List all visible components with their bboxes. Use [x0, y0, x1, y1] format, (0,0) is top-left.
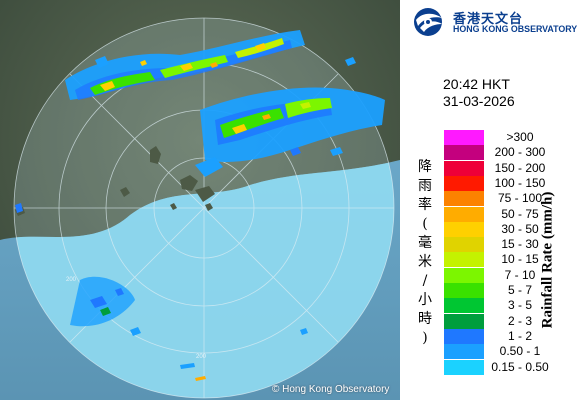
legend-swatch	[444, 160, 484, 176]
legend-label: 75 - 100	[497, 191, 543, 206]
radar-time: 20:42 HKT	[443, 76, 510, 92]
legend-swatch	[444, 344, 484, 360]
radar-map: 200 200	[0, 0, 400, 400]
legend-label: 0.50 - 1	[499, 344, 541, 359]
legend-label: 200 - 300	[494, 145, 546, 160]
legend-label: 3 - 5	[507, 298, 532, 313]
legend-row: 100 - 150	[444, 175, 574, 192]
legend-label: 50 - 75	[501, 206, 539, 221]
range-label: 200	[66, 277, 77, 283]
legend-swatch	[444, 252, 484, 268]
radar-date: 31-03-2026	[443, 93, 515, 109]
legend-swatch	[444, 298, 484, 314]
legend-label: 0.15 - 0.50	[491, 359, 549, 374]
legend-swatch	[444, 175, 484, 191]
legend-swatch	[444, 206, 484, 222]
org-name-cn: 香港天文台	[453, 12, 524, 27]
legend-swatch	[444, 221, 484, 237]
legend-label: 150 - 200	[494, 160, 546, 175]
legend-swatch	[444, 359, 484, 375]
legend-title-cn-char: 時	[418, 311, 432, 327]
legend-row: >300	[444, 130, 574, 146]
rain-echoes	[15, 30, 385, 381]
legend-swatch	[444, 130, 484, 145]
legend-row: 3 - 5	[444, 298, 574, 314]
legend-row: 0.15 - 0.50	[444, 359, 574, 376]
legend-title-cn: 降雨率(毫米/小時)降雨率(毫米/小時)	[415, 158, 435, 348]
hko-logo-icon	[414, 8, 442, 36]
legend-row: 15 - 30	[444, 237, 574, 253]
islands	[15, 146, 215, 216]
legend-label: 100 - 150	[494, 175, 546, 190]
legend-row: 0.50 - 1	[444, 344, 574, 360]
legend-panel	[400, 0, 577, 400]
legend-swatch	[444, 313, 484, 329]
legend-row: 7 - 10	[444, 267, 574, 284]
legend-title-cn-char: /	[422, 273, 428, 289]
legend-row: 75 - 100	[444, 191, 574, 207]
legend-title-cn-char: 率	[418, 197, 432, 213]
legend-title-cn-char: )	[422, 330, 428, 346]
legend-label: 1 - 2	[507, 328, 532, 343]
legend-label: 7 - 10	[504, 267, 536, 282]
range-rings	[13, 17, 395, 399]
legend-row: 50 - 75	[444, 206, 574, 223]
legend-row: 150 - 200	[444, 160, 574, 177]
org-name-en: HONG KONG OBSERVATORY	[453, 24, 577, 35]
legend-label: 30 - 50	[501, 221, 539, 236]
legend-row: 2 - 3	[444, 313, 574, 330]
legend-title-cn-char: 小	[418, 292, 432, 308]
legend-label: 10 - 15	[501, 252, 539, 267]
legend-label: 5 - 7	[507, 283, 532, 297]
legend-row: 30 - 50	[444, 221, 574, 238]
legend-label: 15 - 30	[501, 237, 539, 252]
legend-row: 10 - 15	[444, 252, 574, 268]
legend-swatch	[444, 191, 484, 207]
legend-label: 2 - 3	[507, 313, 532, 328]
legend-title-cn-char: 毫	[418, 235, 432, 251]
range-labels: 200 200	[66, 277, 207, 360]
legend-title-cn-char: 雨	[418, 178, 432, 194]
legend-label: >300	[506, 130, 534, 144]
legend-title-cn-char: (	[422, 216, 428, 232]
legend-title-cn-char: 降	[418, 159, 432, 175]
legend-swatch	[444, 237, 484, 253]
legend-swatch	[444, 267, 484, 283]
legend-title-cn-char: 米	[418, 254, 432, 270]
legend-swatch	[444, 328, 484, 344]
legend-row: 200 - 300	[444, 145, 574, 161]
copyright-text: © Hong Kong Observatory	[272, 384, 390, 395]
legend-row: 1 - 2	[444, 328, 574, 345]
legend-row: 5 - 7	[444, 283, 574, 299]
range-label: 200	[196, 354, 207, 360]
legend-swatch	[444, 145, 484, 161]
legend-swatch	[444, 283, 484, 298]
